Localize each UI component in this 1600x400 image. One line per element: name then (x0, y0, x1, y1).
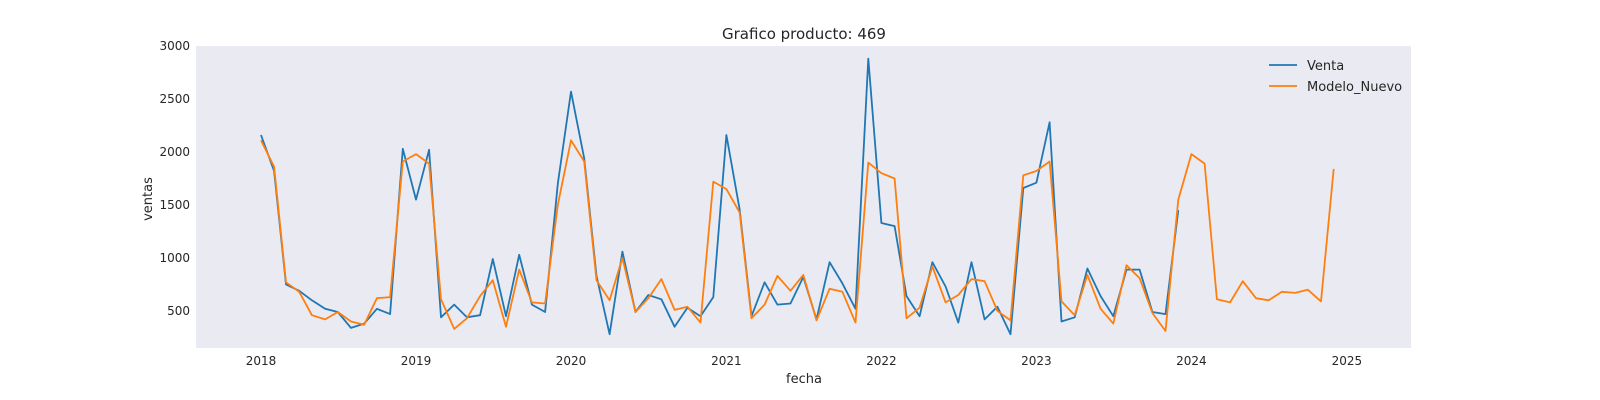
x-axis: 2018 2019 2020 2021 2022 2023 2024 2025 (246, 354, 1362, 368)
x-tick-label: 2021 (711, 354, 742, 368)
series-line-venta (260, 57, 1180, 336)
y-axis-label: ventas (141, 177, 156, 221)
y-tick-label: 1500 (159, 198, 190, 212)
x-tick-label: 2020 (556, 354, 587, 368)
series-line-modelo-nuevo (260, 139, 1335, 332)
chart-title: Grafico producto: 469 (722, 25, 886, 43)
y-tick-label: 1000 (159, 251, 190, 265)
series-lines (260, 57, 1335, 336)
x-tick-label: 2025 (1332, 354, 1363, 368)
x-tick-label: 2018 (246, 354, 277, 368)
x-tick-label: 2019 (401, 354, 432, 368)
y-tick-label: 2000 (159, 145, 190, 159)
x-tick-label: 2022 (866, 354, 897, 368)
x-axis-label: fecha (786, 372, 822, 387)
y-tick-label: 2500 (159, 92, 190, 106)
y-tick-label: 500 (167, 304, 190, 318)
y-tick-label: 3000 (159, 39, 190, 53)
x-tick-label: 2023 (1021, 354, 1052, 368)
x-tick-label: 2024 (1176, 354, 1207, 368)
legend: Venta Modelo_Nuevo (1269, 59, 1402, 95)
legend-entry: Modelo_Nuevo (1307, 80, 1402, 95)
y-axis: 500 1000 1500 2000 2500 3000 (159, 39, 190, 318)
legend-entry: Venta (1307, 59, 1344, 74)
